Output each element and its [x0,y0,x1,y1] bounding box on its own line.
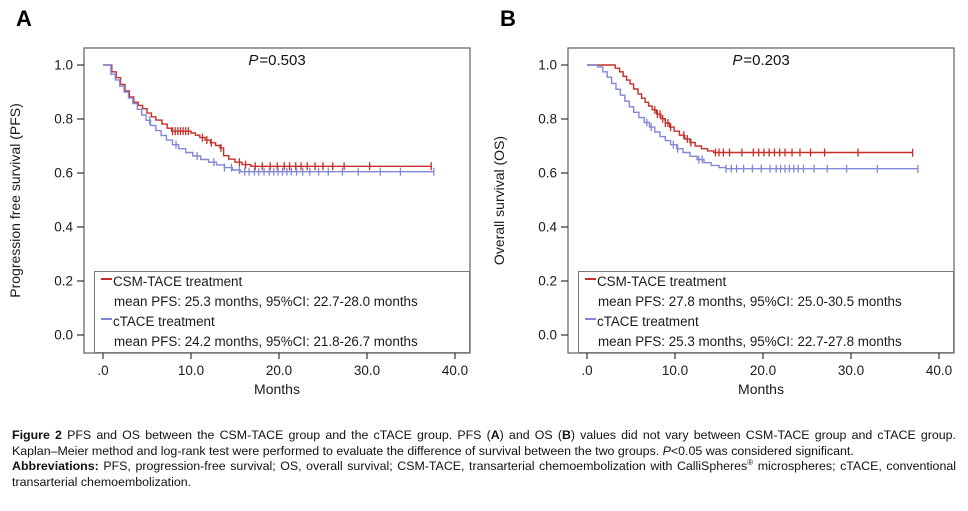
legend-row: CSM-TACE treatment [101,272,469,292]
y-axis-tick-label: 0.0 [54,328,73,343]
y-axis-tick-label: 0.0 [538,328,557,343]
ctace-line-swatch [585,318,596,323]
y-axis-tick-label: 0.2 [538,274,557,289]
survival-curve [103,64,432,167]
csm-tace-line-swatch [585,278,596,283]
legend-row: cTACE treatment [585,312,953,332]
p-value: =0.203 [743,52,790,69]
x-axis-tick-label: .0 [581,363,592,378]
caption-segment: ) values did not vary between CSM-TACE g… [12,428,956,458]
legend-series-name: cTACE treatment [597,314,699,329]
caption-segment: P [662,443,671,458]
km-plot-os: 0.0 0.2 0.4 0.6 0.8 1.0 .0 10.0 20.0 30.0 40.0 Mont… [491,47,955,397]
x-axis-tick-label: 40.0 [926,363,952,378]
y-axis-tick-label: 0.8 [538,112,557,127]
x-axis-title: Months [254,381,300,397]
x-axis-tick-label: 30.0 [838,363,864,378]
caption-segment: PFS and OS between the CSM-TACE group an… [67,428,491,442]
p-symbol: P [248,52,259,69]
y-axis-tick-label: 0.6 [54,166,73,181]
y-axis-tick-label: 0.4 [54,220,73,235]
x-axis-tick-label: 40.0 [442,363,468,378]
x-axis-tick-label: 10.0 [178,363,204,378]
caption-segment: PFS, progression-free survival; OS, over… [103,459,748,474]
caption-segment: Abbreviations: [12,459,104,474]
survival-curve [587,64,919,170]
legend-series-stats: mean PFS: 25.3 months, 95%CI: 22.7-28.0 … [114,294,418,309]
km-plot-pfs: 0.0 0.2 0.4 0.6 0.8 1.0 .0 10.0 20.0 30.0 40.0 Mont… [7,47,471,397]
panel-b-label: B [500,6,516,31]
x-axis-tick-label: 10.0 [662,363,688,378]
legend: CSM-TACE treatment mean PFS: 25.3 months… [94,271,470,353]
y-axis-tick-label: 1.0 [54,58,73,73]
survival-curve [103,64,434,173]
caption-segment: B [561,428,571,442]
ctace-line-swatch [101,318,112,323]
legend-series-stats: mean PFS: 24.2 months, 95%CI: 21.8-26.7 … [114,334,418,349]
y-axis-title: Overall survival (OS) [491,136,507,265]
y-axis-title: Progression free survival (PFS) [7,103,23,298]
p-value-annotation: P=0.203 [568,52,954,69]
plot-frame [567,47,955,354]
x-axis-tick-label: 30.0 [354,363,380,378]
x-axis-tick-label: .0 [97,363,108,378]
caption-segment: <0.05 was considered significant. [670,443,854,458]
abbreviations-text: Abbreviations: PFS, progression-free sur… [12,459,956,490]
y-axis-tick-label: 1.0 [538,58,557,73]
caption-segment: Figure 2 [12,428,68,442]
csm-tace-line-swatch [101,278,112,283]
caption-segment: ® [747,458,754,468]
p-value: =0.503 [259,52,306,69]
legend-row: CSM-TACE treatment [585,272,953,292]
caption-segment: A [490,428,500,442]
x-axis-title: Months [738,381,784,397]
legend-series-name: CSM-TACE treatment [113,274,243,289]
legend-series-stats: mean PFS: 25.3 months, 95%CI: 22.7-27.8 … [598,334,902,349]
legend-row: cTACE treatment [101,312,469,332]
figure-caption: Figure 2 PFS and OS between the CSM-TACE… [12,428,956,490]
plot-frame [83,47,471,354]
y-axis-tick-label: 0.8 [54,112,73,127]
x-axis-tick-label: 20.0 [266,363,292,378]
panel-b: B 0.0 0.2 0.4 0.6 0.8 1.0 .0 10.0 20.0 30.0 40.0 Mo… [484,0,968,420]
panel-a: A 0.0 0.2 0.4 0.6 0.8 1.0 .0 10.0 20.0 30.0 40.0 Mo… [0,0,484,420]
caption-segment: ) and OS ( [499,428,562,442]
legend-series-stats: mean PFS: 27.8 months, 95%CI: 25.0-30.5 … [598,294,902,309]
x-axis-tick-label: 20.0 [750,363,776,378]
p-symbol: P [732,52,743,69]
legend-series-name: cTACE treatment [113,314,215,329]
legend: CSM-TACE treatment mean PFS: 27.8 months… [578,271,954,353]
caption-segment: microspheres; cTACE, conventional transa… [12,459,956,489]
legend-series-name: CSM-TACE treatment [597,274,727,289]
p-value-annotation: P=0.503 [84,52,470,69]
caption-text: Figure 2 PFS and OS between the CSM-TACE… [12,428,956,459]
y-axis-tick-label: 0.4 [538,220,557,235]
y-axis-tick-label: 0.2 [54,274,73,289]
y-axis-tick-label: 0.6 [538,166,557,181]
panel-a-label: A [16,6,32,31]
survival-curve [587,64,914,154]
